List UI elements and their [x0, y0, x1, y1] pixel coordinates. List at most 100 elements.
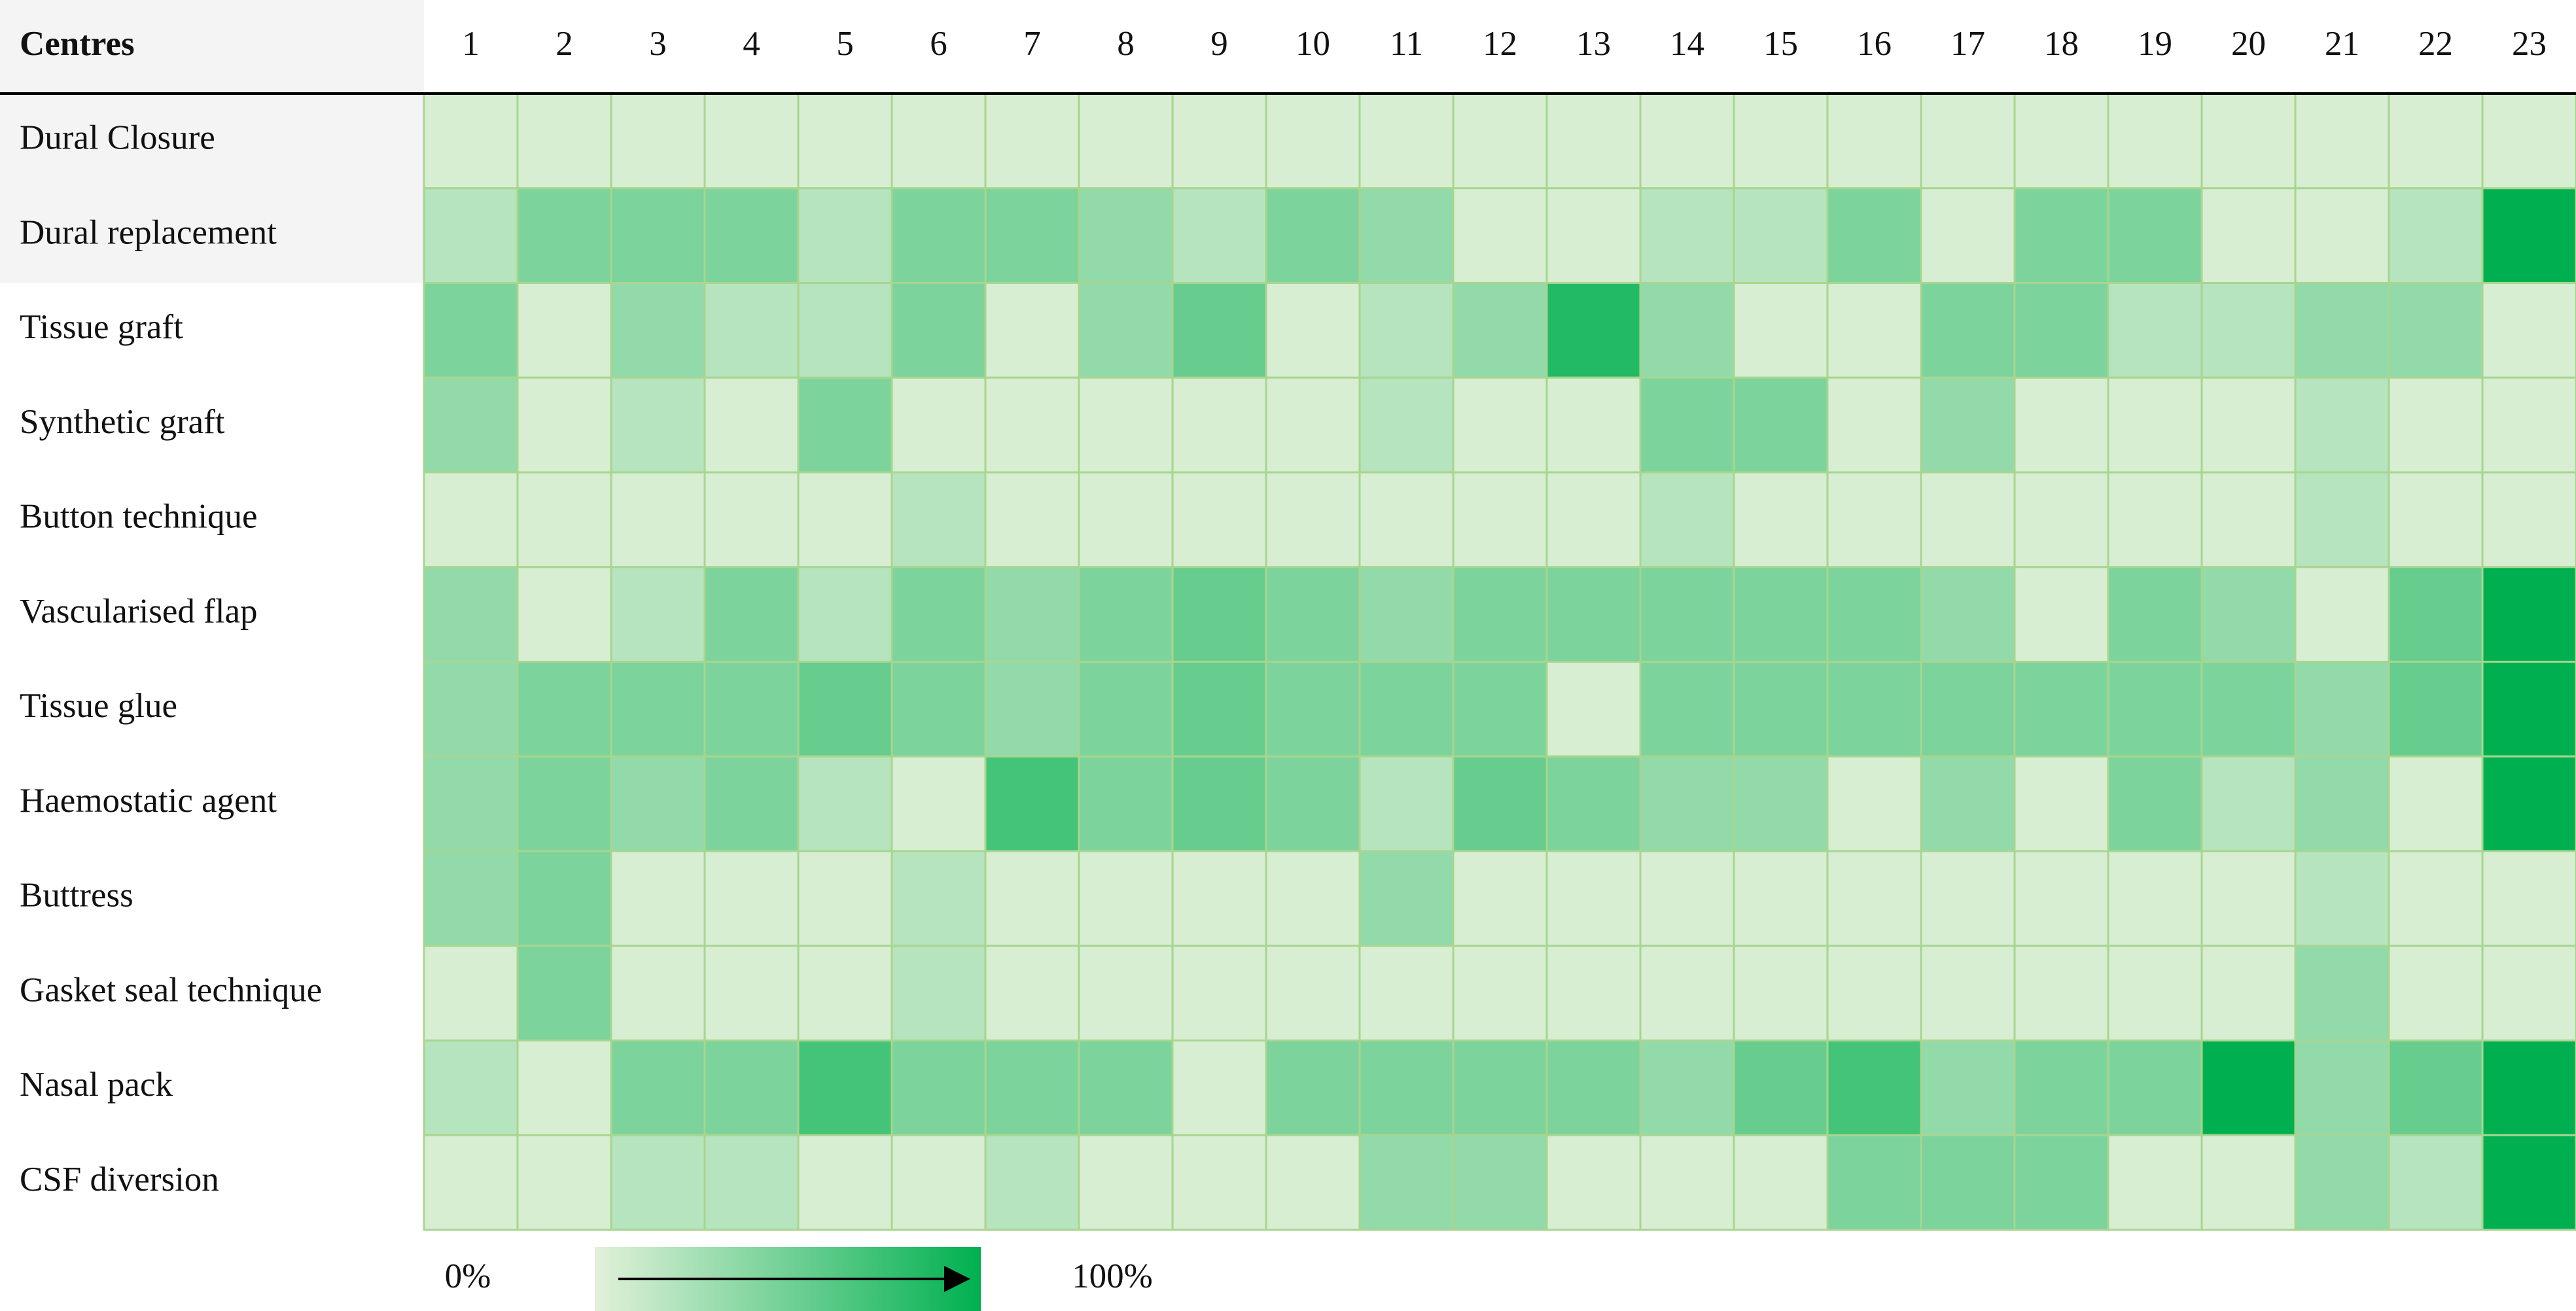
heat-cell	[797, 376, 893, 474]
heat-cell	[797, 850, 893, 947]
column-label: 23	[2512, 25, 2547, 63]
column-label: 8	[1117, 25, 1135, 63]
heat-cell	[797, 187, 893, 284]
heat-cell	[891, 1134, 987, 1231]
heat-cell	[1920, 471, 2016, 568]
heat-cell	[610, 945, 706, 1041]
heat-cell	[1826, 850, 1922, 947]
column-label: 5	[836, 25, 854, 63]
heat-cell	[984, 945, 1080, 1041]
heat-cell	[891, 566, 987, 663]
column-label: 17	[1950, 25, 1985, 63]
heat-cell	[2200, 1134, 2297, 1231]
heat-cell	[2013, 376, 2109, 474]
heat-cell	[2388, 945, 2484, 1041]
heat-cell	[2200, 92, 2297, 190]
heat-cell	[2388, 755, 2484, 852]
column-label: 18	[2044, 25, 2079, 63]
heat-cell	[984, 471, 1080, 568]
heat-cell	[1920, 1134, 2016, 1231]
heat-cell	[610, 755, 706, 852]
heat-cell	[1078, 92, 1174, 190]
heat-cell	[1171, 945, 1267, 1041]
heat-cell	[2200, 945, 2297, 1041]
heat-cell	[1452, 187, 1548, 284]
heat-cell	[1452, 566, 1548, 663]
heat-cell	[2013, 850, 2109, 947]
heat-cell	[1920, 566, 2016, 663]
column-label: 2	[556, 25, 573, 63]
heat-cell	[2013, 282, 2109, 379]
heat-cell	[1639, 755, 1735, 852]
heat-cell	[891, 1040, 987, 1136]
heat-cell	[516, 1134, 612, 1231]
heat-cell	[703, 1134, 800, 1231]
heat-cell	[516, 376, 612, 474]
heat-cell	[2013, 661, 2109, 758]
heat-cell	[2013, 755, 2109, 852]
heat-cell	[797, 661, 893, 758]
row-label: Tissue graft	[20, 308, 183, 346]
heat-cell	[2294, 471, 2390, 568]
heat-cell	[1452, 755, 1548, 852]
heat-cell	[2107, 945, 2203, 1041]
heat-cell	[2481, 850, 2576, 947]
heat-cell	[703, 282, 800, 379]
heat-cell	[1078, 1040, 1174, 1136]
heat-cell	[516, 471, 612, 568]
heat-cell	[984, 1134, 1080, 1231]
row-label: Button technique	[20, 498, 258, 536]
heat-cell	[1171, 661, 1267, 758]
heat-cell	[1733, 1134, 1829, 1231]
heat-cell	[891, 92, 987, 190]
heat-cell	[2107, 376, 2203, 474]
column-label: 7	[1023, 25, 1041, 63]
heat-cell	[2107, 850, 2203, 947]
heat-cell	[2294, 282, 2390, 379]
column-label: 4	[743, 25, 760, 63]
heat-cell	[1920, 92, 2016, 190]
heat-cell	[1078, 945, 1174, 1041]
heat-cell	[2013, 92, 2109, 190]
heat-cell	[1733, 755, 1829, 852]
heat-cell	[1639, 282, 1735, 379]
heat-cell	[2481, 755, 2576, 852]
heat-cell	[1545, 282, 1642, 379]
heat-cell	[1639, 187, 1735, 284]
heat-cell	[2388, 661, 2484, 758]
heat-cell	[2107, 755, 2203, 852]
heat-cell	[1545, 471, 1642, 568]
heat-cell	[516, 755, 612, 852]
heat-cell	[2481, 1040, 2576, 1136]
heat-cell	[423, 376, 519, 474]
heat-cell	[423, 661, 519, 758]
heat-cell	[2388, 1040, 2484, 1136]
heat-cell	[2107, 661, 2203, 758]
row-label: Tissue glue	[20, 687, 177, 725]
heat-cell	[2200, 376, 2297, 474]
heat-cell	[2294, 1134, 2390, 1231]
heat-cell	[610, 282, 706, 379]
column-label: 1	[462, 25, 480, 63]
heat-cell	[2481, 471, 2576, 568]
heat-cell	[1265, 187, 1361, 284]
heat-cell	[1358, 471, 1455, 568]
heat-cell	[423, 282, 519, 379]
color-bar-label: 100%	[1072, 1257, 1153, 1295]
heat-cell	[703, 471, 800, 568]
heat-cell	[891, 187, 987, 284]
heat-cell	[1826, 471, 1922, 568]
heat-cell	[984, 850, 1080, 947]
heat-cell	[703, 850, 800, 947]
heat-cell	[984, 92, 1080, 190]
heat-cell	[610, 187, 706, 284]
heat-cell	[1171, 850, 1267, 947]
heat-cell	[797, 755, 893, 852]
heat-cell	[1452, 945, 1548, 1041]
heat-cell	[1358, 661, 1455, 758]
heat-cell	[1452, 92, 1548, 190]
row-label: Gasket seal technique	[20, 971, 322, 1009]
heat-cell	[2200, 471, 2297, 568]
heat-cell	[1733, 1040, 1829, 1136]
heat-cell	[1826, 661, 1922, 758]
